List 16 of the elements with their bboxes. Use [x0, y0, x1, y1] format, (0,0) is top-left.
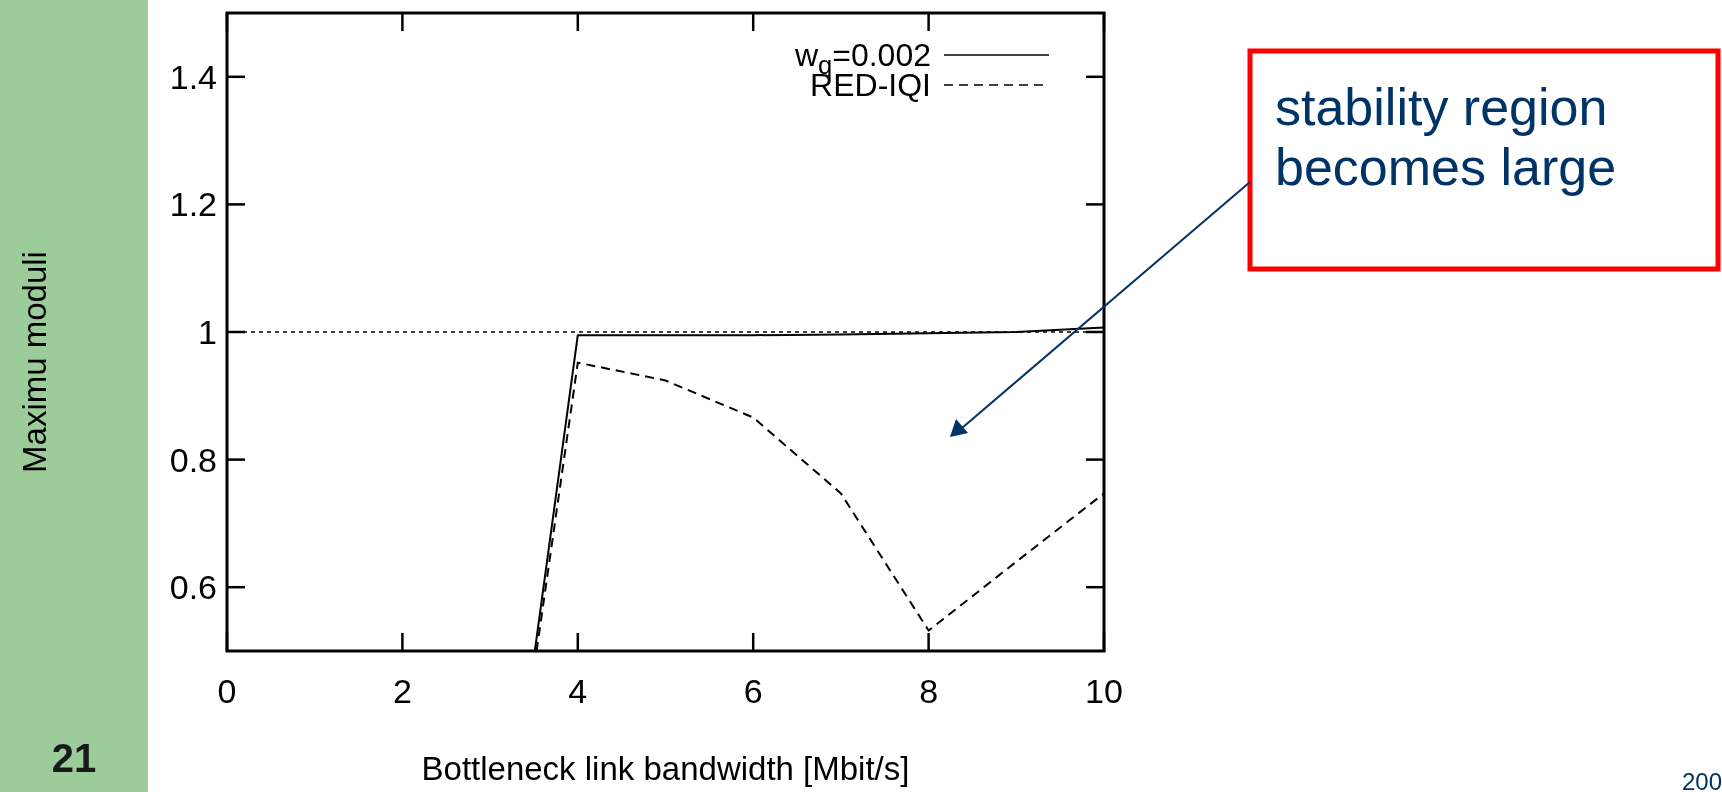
y-tick-label: 1.2: [169, 185, 217, 224]
text: 21: [51, 736, 97, 780]
x-axis-title: Bottleneck link bandwidth [Mbit/s]: [421, 750, 910, 787]
x-tick-label: 0: [217, 672, 237, 710]
y-axis-title: Maximu moduli: [16, 251, 53, 473]
x-tick-label: 4: [568, 672, 588, 710]
text: stability region becomes large: [1275, 78, 1617, 196]
y-tick-label: 0.6: [169, 568, 217, 607]
x-tick-label: 10: [1085, 672, 1123, 710]
y-tick-label: 1.4: [169, 57, 217, 96]
y-tick-label: 1: [198, 312, 217, 351]
x-tick-label: 6: [743, 672, 763, 710]
x-tick-label: 2: [392, 672, 412, 710]
text: 200: [1682, 768, 1722, 792]
y-tick-label: 0.8: [169, 440, 217, 479]
x-tick-label: 8: [919, 672, 939, 710]
